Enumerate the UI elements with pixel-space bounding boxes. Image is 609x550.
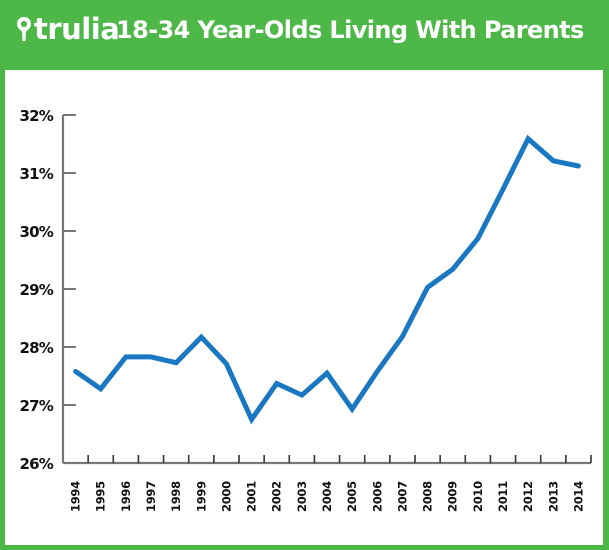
- x-tick-label: 2010: [471, 481, 485, 512]
- x-axis: 1994 1995 1996 1997 1998 1999 2000 2001 2002 2003…: [63, 455, 592, 512]
- x-tick-label: 2001: [245, 481, 259, 512]
- x-tick-label: 2006: [370, 481, 384, 512]
- header-banner: trulia 18-34 Year-Olds Living With Paren…: [0, 0, 609, 70]
- x-tick-label: 2012: [521, 481, 535, 512]
- y-tick-label: 31%: [19, 165, 53, 183]
- y-tick-label: 29%: [19, 281, 53, 299]
- x-tick-label: 2011: [496, 481, 510, 512]
- chart-title: 18-34 Year-Olds Living With Parents: [116, 16, 584, 44]
- x-tick-label: 2000: [219, 481, 233, 512]
- x-tick-label: 1997: [144, 481, 158, 512]
- y-tick-label: 30%: [19, 223, 53, 241]
- x-tick-label: 2014: [571, 481, 585, 512]
- x-tick-label: 2013: [546, 481, 560, 512]
- x-tick-label: 2005: [345, 481, 359, 512]
- x-tick-label: 1995: [94, 481, 108, 512]
- x-tick-label: 2007: [395, 481, 409, 512]
- x-tick-label: 2004: [320, 481, 334, 512]
- x-tick-label: 1996: [119, 481, 133, 512]
- y-tick-label: 32%: [19, 107, 53, 125]
- data-line: [73, 134, 581, 425]
- y-tick-label: 27%: [19, 397, 53, 415]
- y-tick-label: 26%: [19, 455, 53, 473]
- x-tick-label: 1999: [194, 481, 208, 512]
- x-tick-label: 2003: [295, 481, 309, 512]
- y-tick-label: 28%: [19, 339, 53, 357]
- x-tick-label: 2002: [270, 481, 284, 512]
- x-tick-label: 1994: [69, 481, 83, 512]
- x-tick-label: 2008: [421, 481, 435, 512]
- y-axis: 26% 27% 28% 29% 30% 31% 32%: [19, 107, 76, 473]
- trulia-logo: trulia: [16, 11, 120, 46]
- x-tick-label: 1998: [169, 481, 183, 512]
- brand-name: trulia: [34, 11, 120, 46]
- chart-panel: [5, 70, 603, 545]
- x-tick-label: 2009: [446, 481, 460, 512]
- map-pin-icon: [17, 17, 31, 41]
